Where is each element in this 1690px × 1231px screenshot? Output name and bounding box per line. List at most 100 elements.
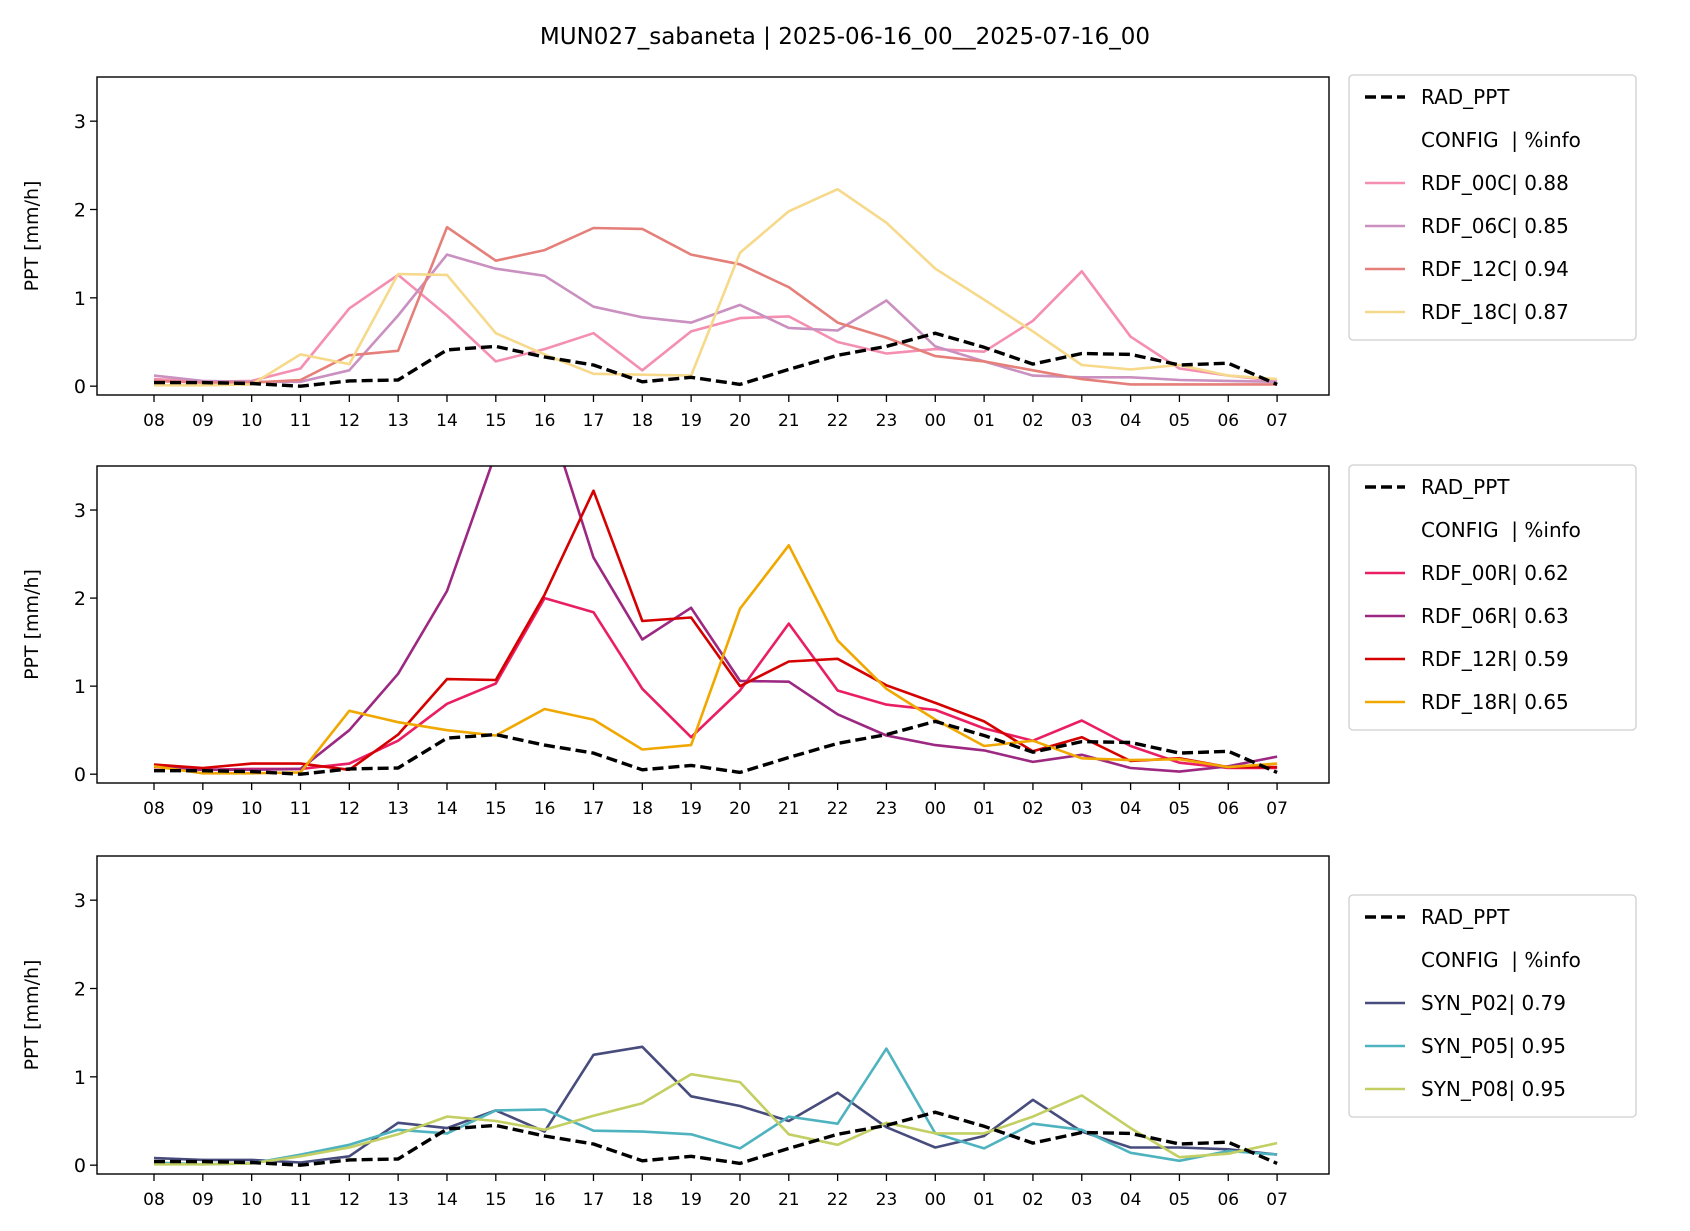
- xtick-label: 23: [876, 411, 898, 431]
- xtick-label: 14: [436, 411, 458, 431]
- ytick-label: 2: [74, 979, 86, 1001]
- series-line-syn-p05: [153, 1047, 1278, 1166]
- ytick-label: 0: [74, 764, 86, 786]
- ytick-label: 1: [74, 288, 86, 310]
- xtick-label: 00: [924, 1190, 946, 1210]
- xtick-label: 13: [387, 799, 409, 819]
- xtick-label: 20: [729, 1190, 751, 1210]
- xtick-label: 05: [1169, 1190, 1191, 1210]
- legend-label: RDF_18C| 0.87: [1421, 300, 1569, 324]
- y-axis-label: PPT [mm/h]: [21, 569, 43, 680]
- xtick-label: 00: [924, 799, 946, 819]
- ytick-label: 3: [74, 500, 86, 522]
- y-axis-label: PPT [mm/h]: [21, 960, 43, 1071]
- y-axis-label: PPT [mm/h]: [21, 181, 43, 292]
- xtick-label: 12: [338, 411, 360, 431]
- xtick-label: 17: [583, 1190, 605, 1210]
- legend-label: RAD_PPT: [1421, 85, 1510, 109]
- xtick-label: 15: [485, 799, 507, 819]
- ytick-label: 1: [74, 1067, 86, 1089]
- xtick-label: 08: [143, 1190, 165, 1210]
- ytick-label: 1: [74, 676, 86, 698]
- xtick-label: 14: [436, 799, 458, 819]
- legend-label: RDF_12C| 0.94: [1421, 257, 1569, 281]
- xtick-label: 17: [583, 799, 605, 819]
- legend: RAD_PPT CONFIG | %info RDF_00R| 0.62 RDF_06…: [1348, 464, 1637, 731]
- xtick-label: 14: [436, 1190, 458, 1210]
- xtick-label: 03: [1071, 799, 1093, 819]
- xtick-label: 07: [1266, 1190, 1288, 1210]
- xtick-label: 04: [1120, 1190, 1142, 1210]
- xtick-label: 22: [827, 411, 849, 431]
- ytick-label: 3: [74, 890, 86, 912]
- xtick-label: 23: [876, 1190, 898, 1210]
- xtick-label: 00: [924, 411, 946, 431]
- series-line-rdf-12c: [153, 225, 1278, 386]
- series-line-rdf-12r: [153, 489, 1278, 772]
- legend-header: CONFIG | %info: [1421, 128, 1581, 152]
- series-line-rdf-06r: [153, 466, 1278, 773]
- xtick-label: 12: [338, 1190, 360, 1210]
- legend-label: RDF_06R| 0.63: [1421, 604, 1569, 628]
- xtick-label: 11: [290, 1190, 312, 1210]
- legend-header: CONFIG | %info: [1421, 948, 1581, 972]
- xtick-label: 18: [631, 411, 653, 431]
- xtick-label: 15: [485, 411, 507, 431]
- xtick-label: 10: [241, 411, 263, 431]
- xtick-label: 18: [631, 799, 653, 819]
- xtick-label: 21: [778, 799, 800, 819]
- xtick-label: 06: [1217, 799, 1239, 819]
- xtick-label: 03: [1071, 1190, 1093, 1210]
- xtick-label: 08: [143, 411, 165, 431]
- ytick-label: 2: [74, 200, 86, 222]
- xtick-label: 07: [1266, 799, 1288, 819]
- xtick-label: 21: [778, 411, 800, 431]
- legend-label: RAD_PPT: [1421, 905, 1510, 929]
- series-line-rdf-18r: [153, 543, 1278, 775]
- xtick-label: 03: [1071, 411, 1093, 431]
- xtick-label: 20: [729, 411, 751, 431]
- xtick-label: 19: [680, 1190, 702, 1210]
- xtick-label: 16: [534, 411, 556, 431]
- xtick-label: 10: [241, 799, 263, 819]
- xtick-label: 17: [583, 411, 605, 431]
- legend-header: CONFIG | %info: [1421, 518, 1581, 542]
- plot-area: [153, 187, 1278, 388]
- legend-box: [1348, 894, 1637, 1118]
- xtick-label: 16: [534, 799, 556, 819]
- legend-label: RDF_12R| 0.59: [1421, 647, 1569, 671]
- xtick-label: 16: [534, 1190, 556, 1210]
- xtick-label: 04: [1120, 799, 1142, 819]
- legend-box: [1348, 74, 1637, 341]
- xtick-label: 20: [729, 799, 751, 819]
- ytick-label: 0: [74, 1155, 86, 1177]
- legend-label: RDF_18R| 0.65: [1421, 690, 1569, 714]
- axes-frame: [96, 465, 1330, 784]
- xtick-label: 05: [1169, 799, 1191, 819]
- xtick-label: 09: [192, 1190, 214, 1210]
- series-line-rdf-00c: [153, 269, 1278, 384]
- xtick-label: 13: [387, 411, 409, 431]
- xtick-label: 04: [1120, 411, 1142, 431]
- series-line-rad-ppt: [154, 719, 1278, 776]
- xtick-label: 10: [241, 1190, 263, 1210]
- xtick-label: 02: [1022, 1190, 1044, 1210]
- series-line-rdf-00r: [153, 596, 1278, 772]
- xtick-label: 07: [1266, 411, 1288, 431]
- legend-label: SYN_P05| 0.95: [1421, 1034, 1566, 1058]
- xtick-label: 11: [290, 411, 312, 431]
- axes-frame: [96, 76, 1330, 396]
- xtick-label: 11: [290, 799, 312, 819]
- ytick-label: 2: [74, 588, 86, 610]
- ytick-label: 3: [74, 111, 86, 133]
- xtick-label: 22: [827, 1190, 849, 1210]
- plot-area: [153, 466, 1278, 776]
- xtick-label: 06: [1217, 411, 1239, 431]
- xtick-label: 15: [485, 1190, 507, 1210]
- xtick-label: 21: [778, 1190, 800, 1210]
- xtick-label: 19: [680, 411, 702, 431]
- series-line-rdf-06c: [153, 253, 1278, 384]
- xtick-label: 08: [143, 799, 165, 819]
